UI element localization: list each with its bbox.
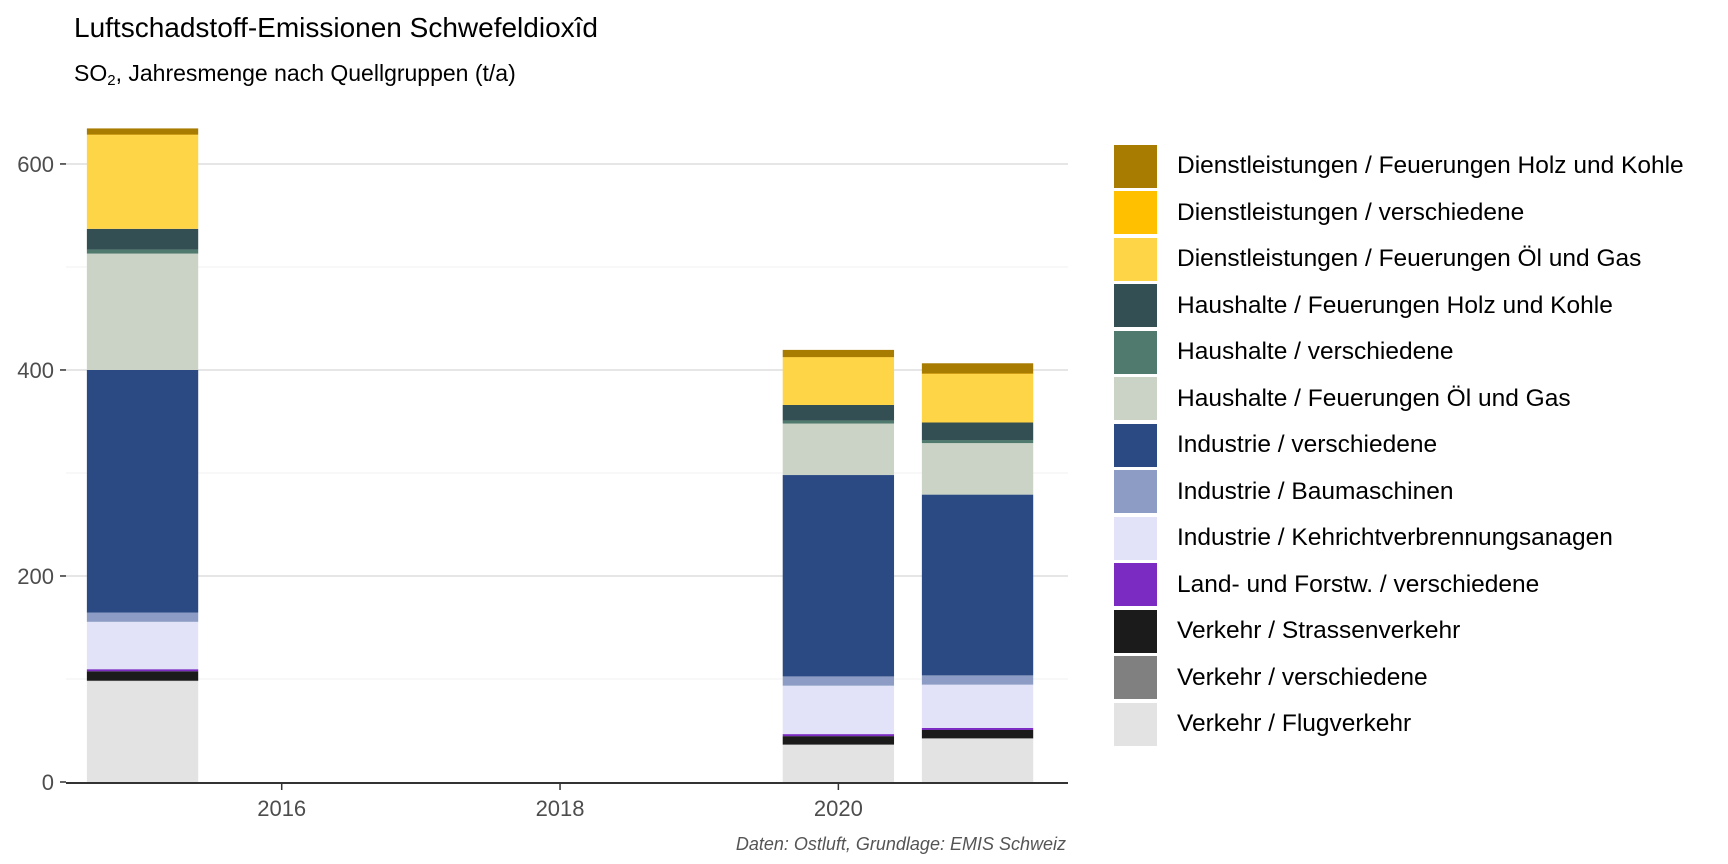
bar-segment <box>921 422 1034 441</box>
bar-segment <box>921 440 1034 444</box>
legend-swatch <box>1114 656 1157 700</box>
bar-segment <box>782 404 895 421</box>
legend-label: Dienstleistungen / Feuerungen Öl und Gas <box>1177 245 1642 273</box>
x-tick-label: 2018 <box>536 796 585 821</box>
bar-segment <box>782 676 895 686</box>
bar-segment <box>782 744 895 782</box>
bar-segment <box>782 357 895 405</box>
legend-item: Haushalte / Feuerungen Öl und Gas <box>1114 376 1684 423</box>
bar-segment <box>921 363 1034 374</box>
chart-title: Luftschadstoff-Emissionen Schwefeldioxîd <box>74 12 598 43</box>
legend-swatch <box>1114 377 1157 421</box>
legend-label: Land- und Forstw. / verschiedene <box>1177 570 1540 598</box>
bar-segment <box>86 228 199 250</box>
legend-label: Dienstleistungen / verschiedene <box>1177 198 1525 226</box>
bar-segment <box>782 349 895 358</box>
legend-swatch <box>1114 563 1157 607</box>
bar-segment <box>782 423 895 476</box>
bar-segment <box>86 135 199 229</box>
bar-segment <box>782 475 895 677</box>
legend-item: Industrie / Kehrichtverbrennungsanagen <box>1114 515 1684 562</box>
bar-segment <box>86 671 199 681</box>
legend-label: Verkehr / verschiedene <box>1177 663 1428 691</box>
bar-segment <box>86 128 199 135</box>
bar-segment <box>921 684 1034 728</box>
bar-segment <box>86 612 199 622</box>
bar-segment <box>86 369 199 613</box>
legend-label: Haushalte / Feuerungen Holz und Kohle <box>1177 291 1613 319</box>
subtitle-prefix: SO <box>74 60 108 86</box>
legend-swatch <box>1114 144 1157 188</box>
bar-segment <box>921 374 1034 423</box>
bar-segment <box>86 249 199 254</box>
legend-swatch <box>1114 470 1157 514</box>
subtitle-suffix: , Jahresmenge nach Quellgruppen (t/a) <box>115 60 516 86</box>
y-tick-label: 400 <box>17 358 54 383</box>
legend-item: Dienstleistungen / verschiedene <box>1114 190 1684 237</box>
bar-segment <box>782 685 895 735</box>
bar-segment <box>921 738 1034 782</box>
bar-segment <box>921 494 1034 676</box>
chart-caption: Daten: Ostluft, Grundlage: EMIS Schweiz <box>735 834 1066 854</box>
legend-swatch <box>1114 702 1157 746</box>
legend-item: Industrie / verschiedene <box>1114 422 1684 469</box>
legend-swatch <box>1114 191 1157 235</box>
subtitle-subscript: 2 <box>107 72 116 89</box>
y-tick-label: 0 <box>42 770 54 795</box>
legend-item: Haushalte / Feuerungen Holz und Kohle <box>1114 283 1684 330</box>
bar-segment <box>86 669 199 672</box>
legend-item: Dienstleistungen / Feuerungen Holz und K… <box>1114 143 1684 190</box>
legend-item: Industrie / Baumaschinen <box>1114 469 1684 516</box>
legend-item: Verkehr / Strassenverkehr <box>1114 608 1684 655</box>
legend-item: Haushalte / verschiedene <box>1114 329 1684 376</box>
x-tick-label: 2020 <box>814 796 863 821</box>
bar-segment <box>782 357 895 358</box>
legend-swatch <box>1114 423 1157 467</box>
bar-segment <box>921 443 1034 495</box>
legend-item: Verkehr / verschiedene <box>1114 655 1684 702</box>
bar-segment <box>86 680 199 682</box>
legend-label: Dienstleistungen / Feuerungen Holz und K… <box>1177 152 1684 180</box>
y-tick-label: 200 <box>17 564 54 589</box>
legend-swatch <box>1114 516 1157 560</box>
bar-segment <box>86 681 199 782</box>
bar-segment <box>782 734 895 737</box>
bar-segment <box>86 134 199 136</box>
bar-segment <box>782 736 895 745</box>
bar-segment <box>86 253 199 370</box>
y-tick-label: 600 <box>17 152 54 177</box>
legend-label: Verkehr / Strassenverkehr <box>1177 617 1461 645</box>
legend-swatch <box>1114 284 1157 328</box>
bar-segment <box>921 738 1034 739</box>
bar-segment <box>921 727 1034 730</box>
legend-label: Haushalte / verschiedene <box>1177 338 1454 366</box>
legend-label: Industrie / verschiedene <box>1177 431 1438 459</box>
chart-legend: Dienstleistungen / Feuerungen Holz und K… <box>1114 143 1684 748</box>
bar-segment <box>921 675 1034 685</box>
bar-segment <box>921 373 1034 375</box>
legend-label: Haushalte / Feuerungen Öl und Gas <box>1177 384 1571 412</box>
legend-label: Industrie / Baumaschinen <box>1177 477 1454 505</box>
legend-swatch <box>1114 609 1157 653</box>
bar-segment <box>782 420 895 424</box>
legend-swatch <box>1114 237 1157 281</box>
x-tick-label: 2016 <box>257 796 306 821</box>
legend-label: Verkehr / Flugverkehr <box>1177 710 1412 738</box>
legend-item: Dienstleistungen / Feuerungen Öl und Gas <box>1114 236 1684 283</box>
bar-segment <box>921 729 1034 739</box>
chart-plot-area: 0 200 400 600 2016 2018 2020 <box>17 128 1068 821</box>
legend-item: Verkehr / Flugverkehr <box>1114 701 1684 748</box>
chart-subtitle: SO2, Jahresmenge nach Quellgruppen (t/a) <box>74 60 516 89</box>
legend-item: Land- und Forstw. / verschiedene <box>1114 562 1684 609</box>
bar-segment <box>782 744 895 745</box>
bar-segment <box>86 621 199 670</box>
legend-label: Industrie / Kehrichtverbrennungsanagen <box>1177 524 1613 552</box>
legend-swatch <box>1114 330 1157 374</box>
